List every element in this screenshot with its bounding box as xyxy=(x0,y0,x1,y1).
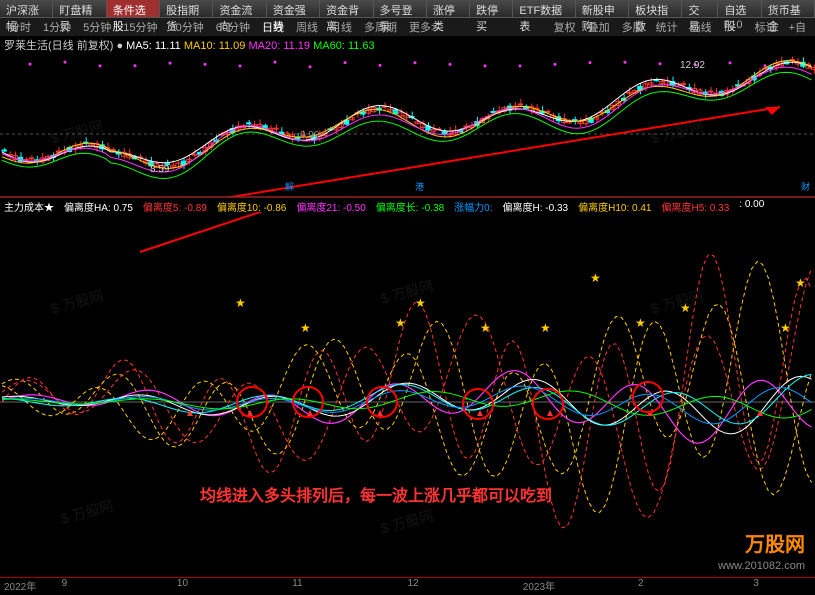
tool-5[interactable]: F10 xyxy=(719,18,748,36)
menu-item-4[interactable]: 资金流向 xyxy=(213,0,266,17)
menu-item-8[interactable]: 涨停类 xyxy=(427,0,470,17)
tool-0[interactable]: 复权 xyxy=(549,18,581,36)
deviation-value-2: 偏离度10: -0.86 xyxy=(217,199,286,211)
timeframe-5[interactable]: 60分钟 xyxy=(211,18,255,36)
svg-text:★: ★ xyxy=(795,276,806,290)
tool-2[interactable]: 多股 xyxy=(617,18,649,36)
svg-text:★: ★ xyxy=(635,316,646,330)
tool-6[interactable]: 标记 xyxy=(750,18,782,36)
timeframe-bar: 分时1分钟5分钟15分钟30分钟60分钟日线周线月线多周期更多> 复权叠加多股统… xyxy=(0,18,815,36)
deviation-title: 主力成本★ xyxy=(4,199,54,211)
svg-text:★: ★ xyxy=(480,321,491,335)
timeline-tick: 10 xyxy=(177,578,235,591)
deviation-value-3: 偏离度21: -0.50 xyxy=(296,199,365,211)
timeline-tick xyxy=(580,578,638,591)
menu-item-13[interactable]: 交 易 xyxy=(682,0,718,17)
timeline-tick xyxy=(696,578,754,591)
timeline-tick: 3 xyxy=(753,578,811,591)
deviation-value-4: 偏离度长: -0.38 xyxy=(376,199,444,211)
timeline-tick xyxy=(350,578,408,591)
time-axis: 2022年9 10 11 12 2023年 2 3 xyxy=(0,577,815,591)
menu-item-5[interactable]: 资金强势 xyxy=(267,0,320,17)
deviation-value-9: : 0.00 xyxy=(739,199,764,211)
menu-item-14[interactable]: 自选股 xyxy=(718,0,761,17)
svg-text:★: ★ xyxy=(395,316,406,330)
timeframe-3[interactable]: 15分钟 xyxy=(118,18,162,36)
tool-4[interactable]: 画线 xyxy=(685,18,717,36)
timeframe-6[interactable]: 日线 xyxy=(257,18,289,36)
marker-gang: 港 xyxy=(415,180,424,193)
brand-logo: 万股网 xyxy=(745,528,805,557)
timeframe-1[interactable]: 1分钟 xyxy=(38,18,76,36)
menu-item-7[interactable]: 多号登录 xyxy=(374,0,427,17)
deviation-value-7: 偏离度H10: 0.41 xyxy=(578,199,651,211)
timeline-tick: 11 xyxy=(292,578,350,591)
timeline-tick: 2 xyxy=(638,578,696,591)
timeline-tick xyxy=(119,578,177,591)
stock-name: 罗莱生活(日线 前复权) ● xyxy=(4,40,123,52)
indicator-chart[interactable]: ★★★★★★★★★★★ 均线进入多头排列后，每一波上涨几乎都可以吃到 $ 万股网… xyxy=(0,212,815,577)
menu-item-0[interactable]: 沪深涨幅 xyxy=(0,0,53,17)
low-price-label: 8.59 xyxy=(150,164,169,175)
mid-price-label: 9.99 xyxy=(300,130,319,141)
menu-item-1[interactable]: 盯盘精灵 xyxy=(53,0,106,17)
tool-7[interactable]: +自 xyxy=(784,18,811,36)
deviation-value-0: 偏离度HA: 0.75 xyxy=(64,199,133,211)
deviation-value-1: 偏离度5: -0.89 xyxy=(143,199,207,211)
timeline-tick xyxy=(235,578,293,591)
svg-text:★: ★ xyxy=(540,321,551,335)
tool-1[interactable]: 叠加 xyxy=(583,18,615,36)
price-chart[interactable]: 9.99 12.92 8.59 解 港 财 $ 万股网 $ 万股网 $ 万股网 xyxy=(0,52,815,197)
ma5-value: MA5: 11.11 xyxy=(126,40,181,52)
svg-text:★: ★ xyxy=(300,321,311,335)
menu-item-12[interactable]: 板块指数 xyxy=(629,0,682,17)
brand-url: www.201082.com xyxy=(718,560,805,572)
timeline-tick xyxy=(465,578,523,591)
high-price-label: 12.92 xyxy=(680,60,705,71)
menu-item-15[interactable]: 货币基金 xyxy=(762,0,815,17)
stock-info-bar: 罗莱生活(日线 前复权) ● MA5: 11.11 MA10: 11.09 MA… xyxy=(0,36,815,52)
annotation-text: 均线进入多头排列后，每一波上涨几乎都可以吃到 xyxy=(200,482,552,506)
timeline-tick: 2023年 xyxy=(523,578,581,591)
deviation-indicator-bar: 主力成本★ 偏离度HA: 0.75 偏离度5: -0.89 偏离度10: -0.86… xyxy=(0,197,815,212)
ma60-value: MA60: 11.63 xyxy=(313,40,375,52)
marker-jie: 解 xyxy=(285,180,294,193)
timeframe-4[interactable]: 30分钟 xyxy=(165,18,209,36)
menu-item-10[interactable]: ETF数据表 xyxy=(513,0,575,17)
timeframe-10[interactable]: 更多> xyxy=(404,18,442,36)
svg-text:★: ★ xyxy=(780,321,791,335)
menu-item-6[interactable]: 资金背离 xyxy=(320,0,373,17)
timeframe-8[interactable]: 月线 xyxy=(325,18,357,36)
timeline-tick: 12 xyxy=(407,578,465,591)
menu-item-9[interactable]: 跌停买 xyxy=(470,0,513,17)
menu-item-3[interactable]: 股指期货 xyxy=(160,0,213,17)
tool-3[interactable]: 统计 xyxy=(651,18,683,36)
timeframe-2[interactable]: 5分钟 xyxy=(78,18,116,36)
deviation-value-6: 偏离度H: -0.33 xyxy=(503,199,569,211)
ma10-value: MA10: 11.09 xyxy=(184,40,246,52)
deviation-value-8: 偏离度H5: 0.33 xyxy=(661,199,729,211)
svg-text:★: ★ xyxy=(590,271,601,285)
svg-text:★: ★ xyxy=(235,296,246,310)
menu-item-2[interactable]: 条件选股 xyxy=(107,0,160,17)
marker-cai: 财 xyxy=(801,180,810,193)
timeframe-7[interactable]: 周线 xyxy=(291,18,323,36)
timeframe-0[interactable]: 分时 xyxy=(4,18,36,36)
timeline-tick: 9 xyxy=(62,578,120,591)
deviation-value-5: 涨幅力0: xyxy=(454,199,492,211)
ma20-value: MA20: 11.19 xyxy=(248,40,310,52)
menu-item-11[interactable]: 新股申购 xyxy=(576,0,629,17)
timeline-tick: 2022年 xyxy=(4,578,62,591)
timeframe-9[interactable]: 多周期 xyxy=(359,18,402,36)
main-menubar: 沪深涨幅盯盘精灵条件选股股指期货资金流向资金强势资金背离多号登录涨停类跌停买ET… xyxy=(0,0,815,18)
